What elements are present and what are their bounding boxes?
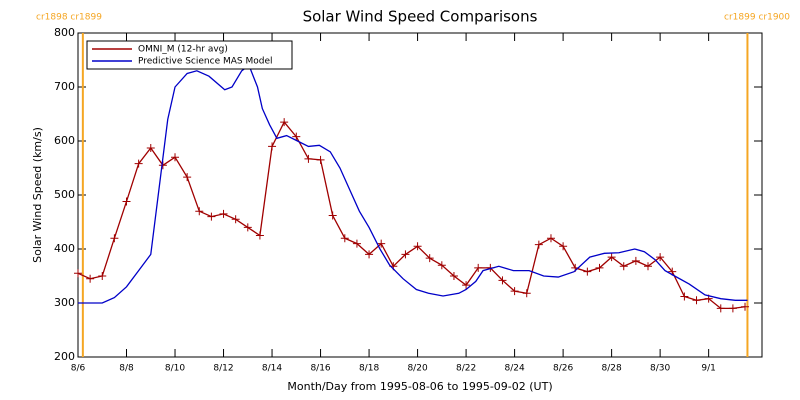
data-point: [207, 212, 216, 221]
data-point: [231, 215, 240, 224]
x-tick-label: 8/26: [553, 364, 573, 374]
data-point: [98, 272, 107, 280]
data-point: [716, 304, 725, 313]
data-point: [86, 274, 95, 283]
data-point: [741, 302, 750, 311]
y-tick-label: 600: [54, 134, 75, 147]
data-point: [255, 231, 264, 240]
data-point: [401, 250, 410, 259]
data-point: [462, 281, 471, 290]
data-point: [134, 159, 143, 168]
data-point: [171, 153, 180, 162]
x-tick-label: 9/1: [701, 364, 715, 374]
data-point: [377, 239, 386, 248]
data-point: [546, 234, 555, 243]
data-point: [243, 223, 252, 232]
x-tick-label: 8/22: [456, 364, 476, 374]
carrington-label: cr1898 cr1899: [36, 13, 102, 23]
data-point: [631, 256, 640, 265]
data-point: [292, 132, 301, 141]
data-point: [413, 242, 422, 251]
y-tick-label: 500: [54, 188, 75, 201]
x-tick-label: 8/20: [407, 364, 427, 374]
legend-label: Predictive Science MAS Model: [138, 57, 273, 67]
x-tick-label: 8/8: [119, 364, 134, 374]
y-tick-label: 700: [54, 80, 75, 93]
data-point: [340, 234, 349, 243]
data-point: [195, 207, 204, 216]
y-tick-label: 200: [54, 350, 75, 363]
data-point: [510, 287, 519, 296]
x-tick-label: 8/12: [213, 364, 233, 374]
y-tick-label: 400: [54, 242, 75, 255]
x-tick-label: 8/24: [504, 364, 524, 374]
data-point: [316, 155, 325, 164]
data-point: [219, 209, 228, 218]
data-point: [559, 242, 568, 251]
y-axis-label: Solar Wind Speed (km/s): [31, 127, 44, 263]
data-point: [595, 263, 604, 272]
x-tick-label: 8/16: [310, 364, 330, 374]
x-tick-label: 8/6: [71, 364, 86, 374]
data-point: [607, 253, 616, 262]
data-point: [498, 276, 507, 285]
data-point: [522, 289, 531, 298]
data-point: [449, 272, 458, 280]
data-point: [352, 239, 361, 248]
x-tick-label: 8/14: [262, 364, 282, 374]
data-point: [437, 261, 446, 270]
data-point: [146, 144, 155, 153]
data-point: [425, 254, 434, 263]
y-tick-label: 300: [54, 296, 75, 309]
x-tick-label: 8/28: [602, 364, 622, 374]
data-point: [728, 304, 737, 313]
data-point: [534, 240, 543, 249]
data-point: [280, 118, 289, 127]
data-point: [619, 262, 628, 271]
y-tick-label: 800: [54, 26, 75, 39]
x-tick-label: 8/10: [165, 364, 185, 374]
x-tick-label: 8/30: [650, 364, 670, 374]
data-point: [122, 197, 131, 206]
legend-label: OMNI_M (12-hr avg): [138, 45, 228, 55]
data-point: [656, 253, 665, 262]
legend-box: [86, 40, 293, 70]
data-point: [328, 211, 337, 220]
data-point: [583, 267, 592, 276]
data-point: [680, 292, 689, 301]
data-point: [644, 262, 652, 271]
x-axis-label: Month/Day from 1995-08-06 to 1995-09-02 …: [287, 380, 552, 393]
data-point: [74, 269, 82, 278]
data-point: [692, 296, 701, 305]
data-point: [304, 154, 313, 163]
series-line: [77, 120, 746, 310]
data-point: [365, 250, 374, 259]
data-point: [474, 263, 483, 272]
chart-title: Solar Wind Speed Comparisons: [303, 8, 538, 26]
carrington-label: cr1899 cr1900: [724, 13, 790, 23]
data-point: [110, 234, 119, 243]
x-tick-label: 8/18: [359, 364, 379, 374]
data-point: [268, 142, 277, 151]
data-point: [183, 173, 192, 182]
series-line: [78, 64, 748, 304]
